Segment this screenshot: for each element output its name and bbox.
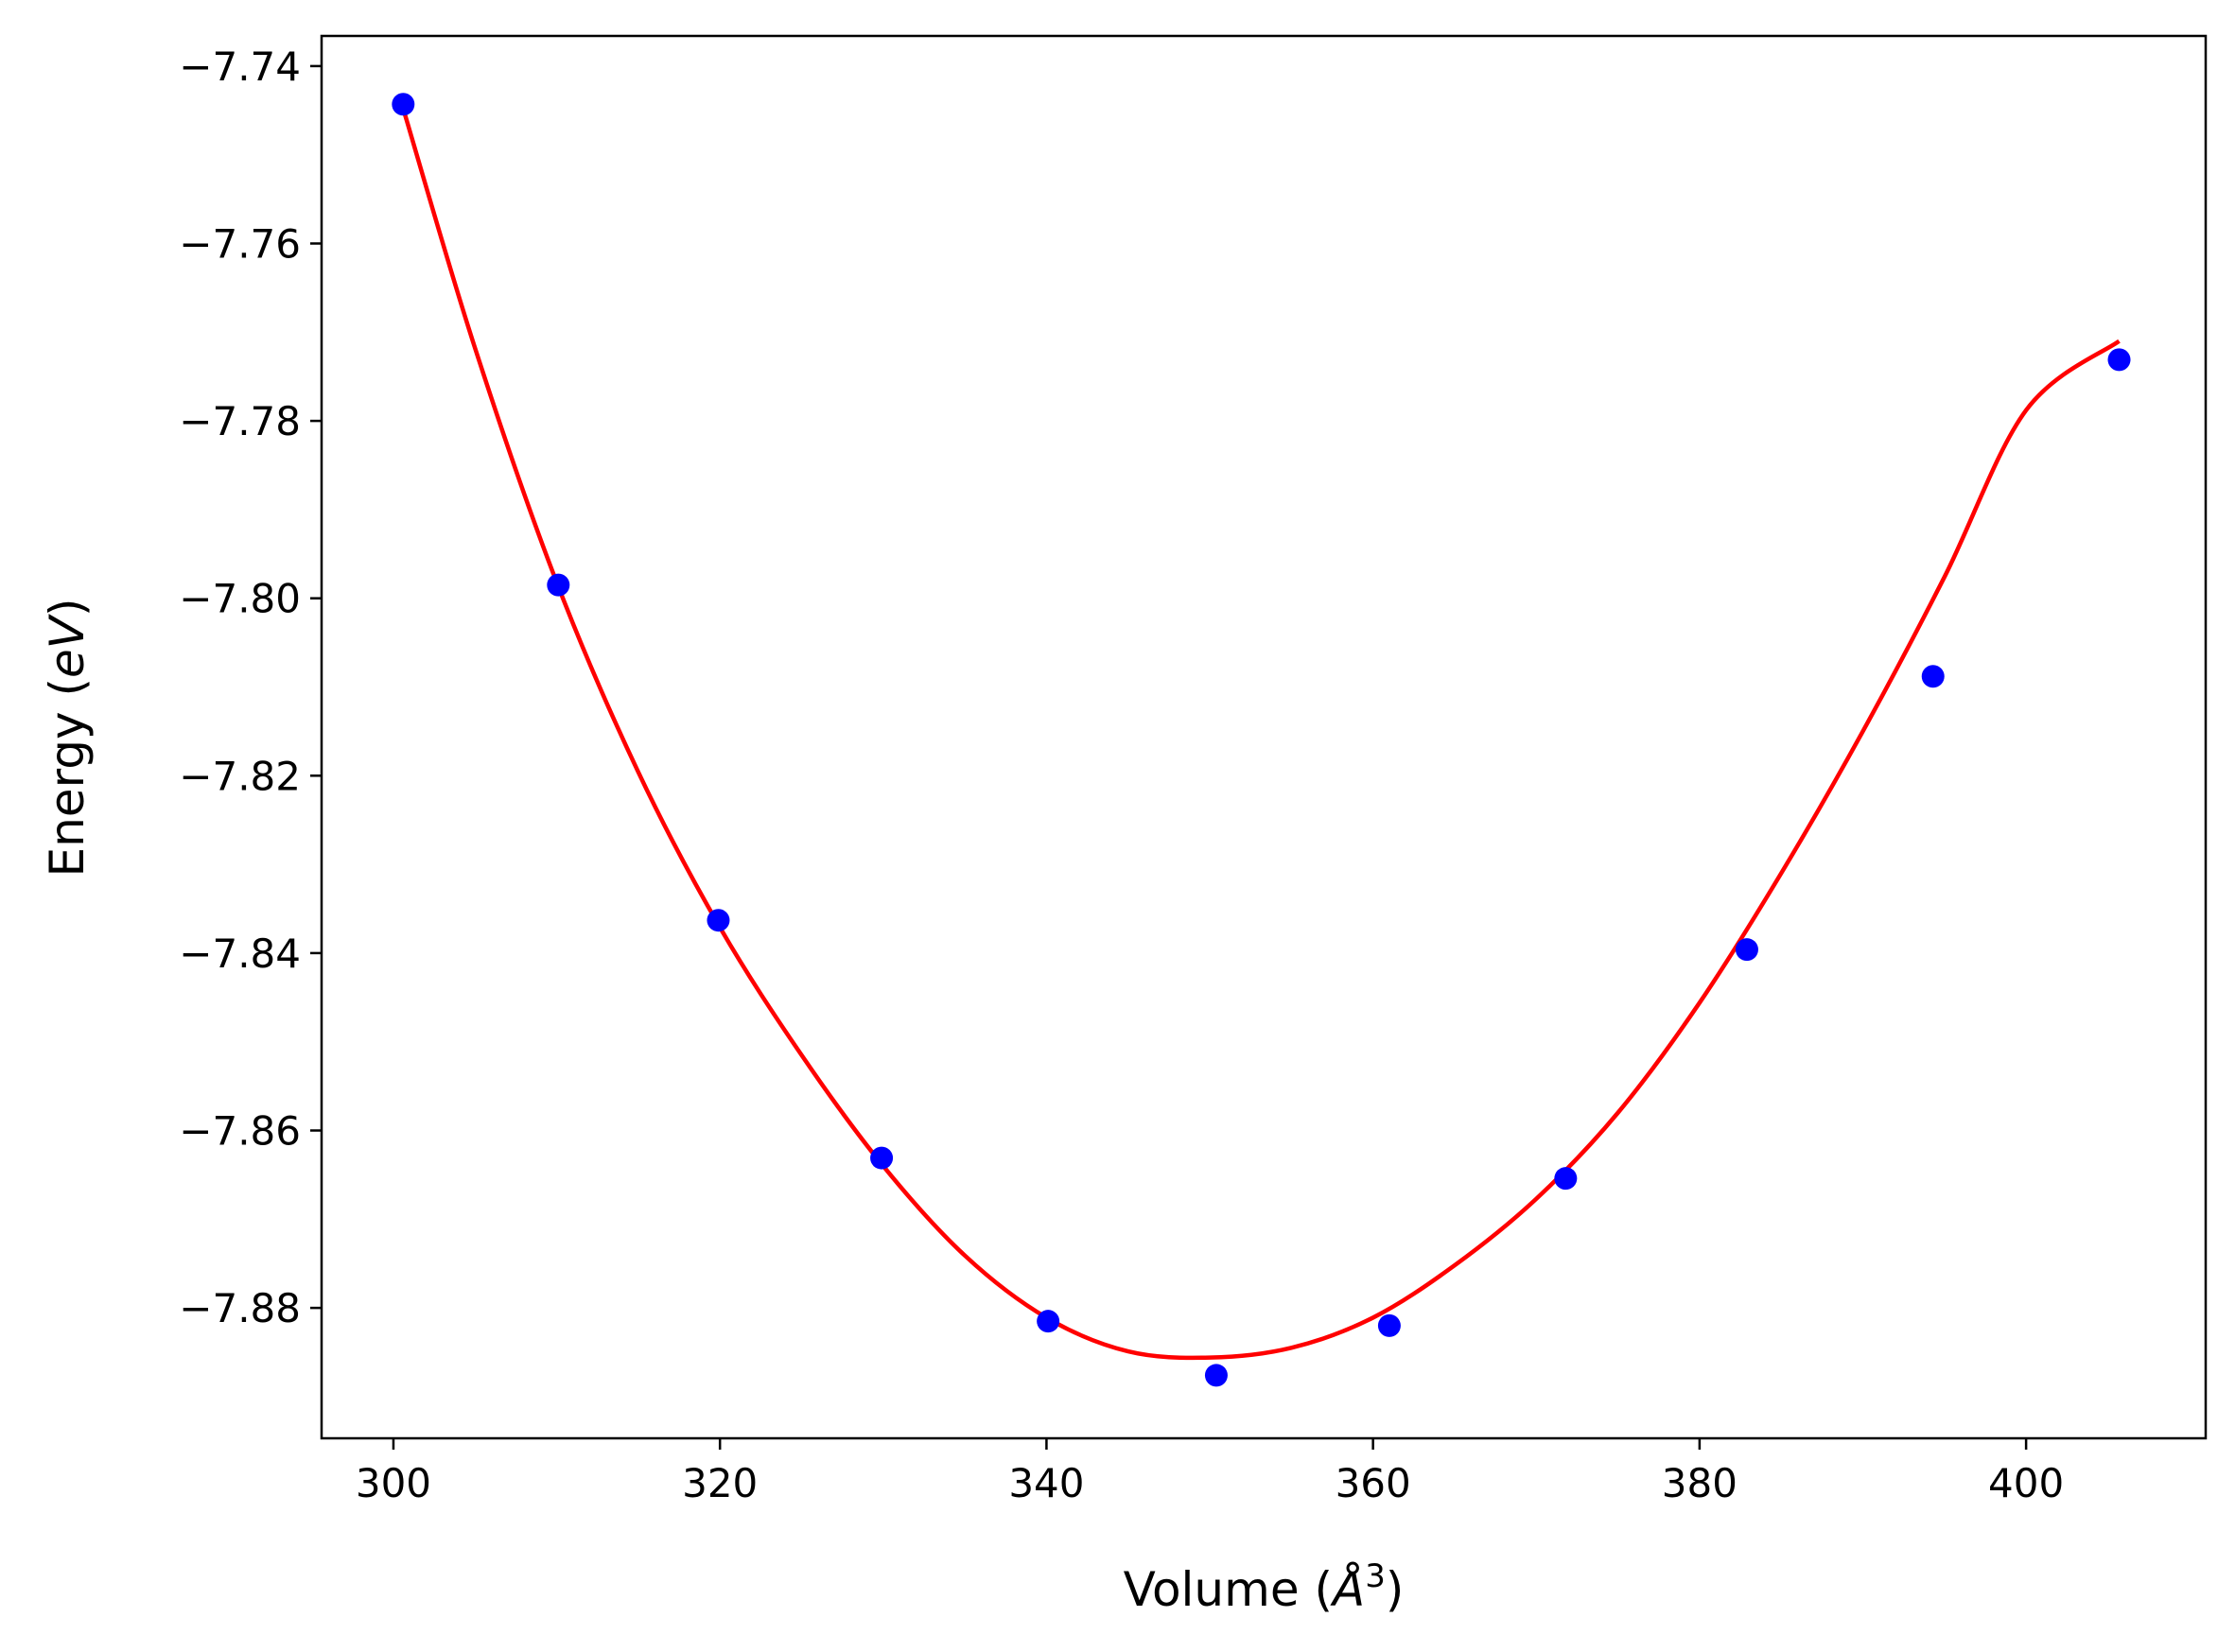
- x-tick-label: 340: [1008, 1460, 1084, 1506]
- data-point: [392, 93, 415, 116]
- x-tick-label: 360: [1336, 1460, 1411, 1506]
- data-point: [547, 573, 570, 597]
- data-point: [1204, 1364, 1228, 1387]
- data-point: [1554, 1167, 1578, 1191]
- data-point: [2107, 348, 2131, 372]
- y-tick-label: −7.80: [179, 576, 301, 622]
- x-tick-label: 400: [1988, 1460, 2064, 1506]
- x-axis-label: Volume (Å3): [1124, 1557, 1405, 1617]
- plot-area: [320, 34, 2208, 1440]
- x-axis-ticks: 300 320 340 360 380 400: [356, 1438, 2064, 1506]
- data-point: [707, 909, 730, 932]
- data-point: [870, 1146, 894, 1170]
- y-tick-label: −7.82: [179, 753, 301, 799]
- x-tick-label: 380: [1662, 1460, 1737, 1506]
- y-tick-label: −7.88: [179, 1285, 301, 1331]
- y-tick-label: −7.86: [179, 1108, 301, 1155]
- data-point: [1921, 665, 1945, 688]
- y-axis-label: Energy (eV): [40, 599, 95, 878]
- data-point: [1037, 1310, 1060, 1333]
- series-layer: [392, 93, 2131, 1387]
- y-tick-label: −7.76: [179, 220, 301, 267]
- y-tick-label: −7.78: [179, 398, 301, 444]
- data-point: [1377, 1313, 1401, 1337]
- y-tick-label: −7.84: [179, 930, 301, 977]
- x-tick-label: 300: [356, 1460, 431, 1506]
- y-axis-ticks: −7.88 −7.86 −7.84 −7.82 −7.80 −7.78 −7.76 −7.74: [179, 43, 322, 1331]
- y-tick-label: −7.74: [179, 43, 301, 90]
- data-point: [1735, 938, 1758, 962]
- x-tick-label: 320: [682, 1460, 758, 1506]
- fit-curve: [401, 108, 2121, 1361]
